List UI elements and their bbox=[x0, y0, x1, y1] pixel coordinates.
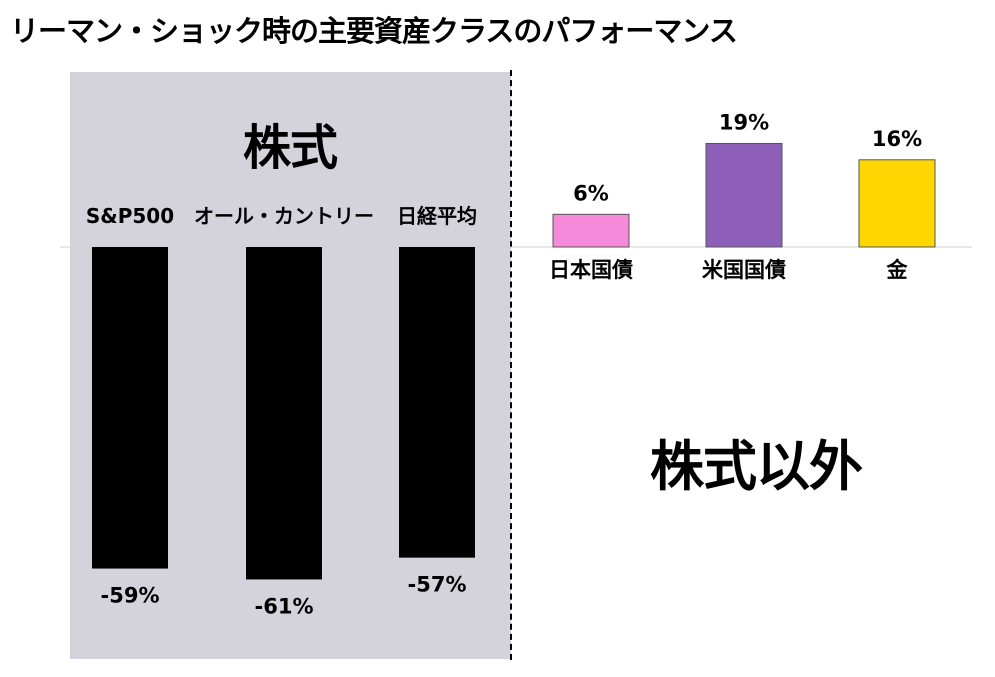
category-label-3: 日本国債 bbox=[549, 258, 633, 282]
category-label-4: 米国国債 bbox=[702, 258, 786, 282]
group-divider bbox=[510, 70, 512, 660]
bar-1 bbox=[246, 247, 322, 580]
bar-3 bbox=[552, 213, 630, 248]
group-label-stocks: 株式 bbox=[242, 120, 338, 176]
bar-2 bbox=[399, 247, 475, 558]
category-label-2: 日経平均 bbox=[397, 204, 477, 228]
value-label-5: 16% bbox=[872, 127, 922, 151]
category-label-0: S&P500 bbox=[86, 204, 174, 228]
bar-0 bbox=[92, 247, 168, 569]
value-label-4: 19% bbox=[719, 110, 769, 134]
value-label-0: -59% bbox=[101, 584, 160, 608]
chart-title: リーマン・ショック時の主要資産クラスのパフォーマンス bbox=[10, 14, 738, 48]
bar-5 bbox=[858, 159, 936, 248]
value-label-3: 6% bbox=[573, 181, 609, 205]
value-label-1: -61% bbox=[255, 594, 314, 618]
group-label-non-stocks: 株式以外 bbox=[650, 435, 863, 498]
category-label-5: 金 bbox=[886, 258, 909, 282]
bar-4 bbox=[705, 142, 783, 248]
category-label-1: オール・カントリー bbox=[194, 204, 374, 228]
value-label-2: -57% bbox=[408, 573, 467, 597]
